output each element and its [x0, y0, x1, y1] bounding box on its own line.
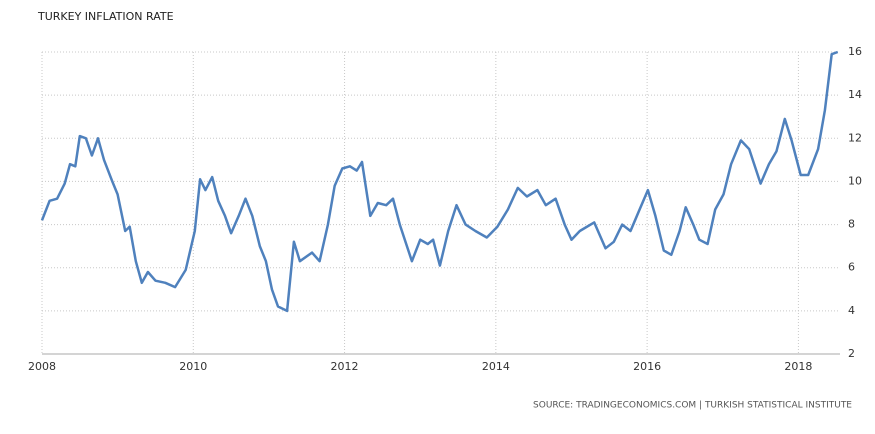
y-tick-label: 4 — [848, 304, 855, 317]
y-tick-label: 16 — [848, 45, 862, 58]
y-tick-label: 12 — [848, 131, 862, 144]
chart-title: TURKEY INFLATION RATE — [37, 10, 174, 23]
y-tick-label: 8 — [848, 218, 855, 231]
y-tick-label: 6 — [848, 261, 855, 274]
source: SOURCE: TRADINGECONOMICS.COM | TURKISH S… — [533, 401, 852, 411]
y-tick-label: 2 — [848, 347, 855, 360]
y-tick-label: 10 — [848, 174, 862, 187]
x-tick-label: 2012 — [331, 360, 359, 373]
x-tick-label: 2014 — [482, 360, 510, 373]
x-tick-label: 2008 — [28, 360, 56, 373]
x-tick-label: 2016 — [633, 360, 661, 373]
series-line — [40, 50, 839, 313]
x-tick-label: 2010 — [179, 360, 207, 373]
y-tick-label: 14 — [848, 88, 862, 101]
x-tick-label: 2018 — [784, 360, 812, 373]
